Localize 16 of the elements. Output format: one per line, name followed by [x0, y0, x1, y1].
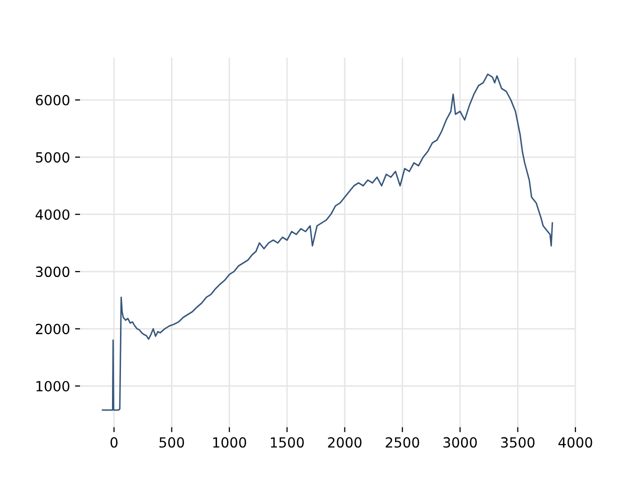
x-tick-label: 3000	[443, 437, 477, 448]
x-tick-label: 1000	[213, 437, 246, 448]
y-tick-label: 1000	[36, 380, 70, 392]
x-tick-label: 0	[110, 437, 118, 448]
x-tick-label: 1500	[270, 437, 304, 448]
y-tick-label: 4000	[36, 209, 70, 220]
x-tick-label: 2500	[386, 437, 420, 448]
y-tick-label: 3000	[36, 266, 70, 278]
line-series	[102, 73, 554, 411]
y-tick-label: 6000	[36, 94, 70, 106]
x-tick-label: 4000	[558, 437, 592, 448]
x-tick-label: 500	[160, 437, 184, 448]
y-tick-label: 2000	[36, 324, 70, 334]
x-tick-label: 2000	[328, 437, 362, 448]
y-tick-label: 5000	[36, 152, 70, 163]
x-tick-label: 3500	[501, 437, 534, 448]
